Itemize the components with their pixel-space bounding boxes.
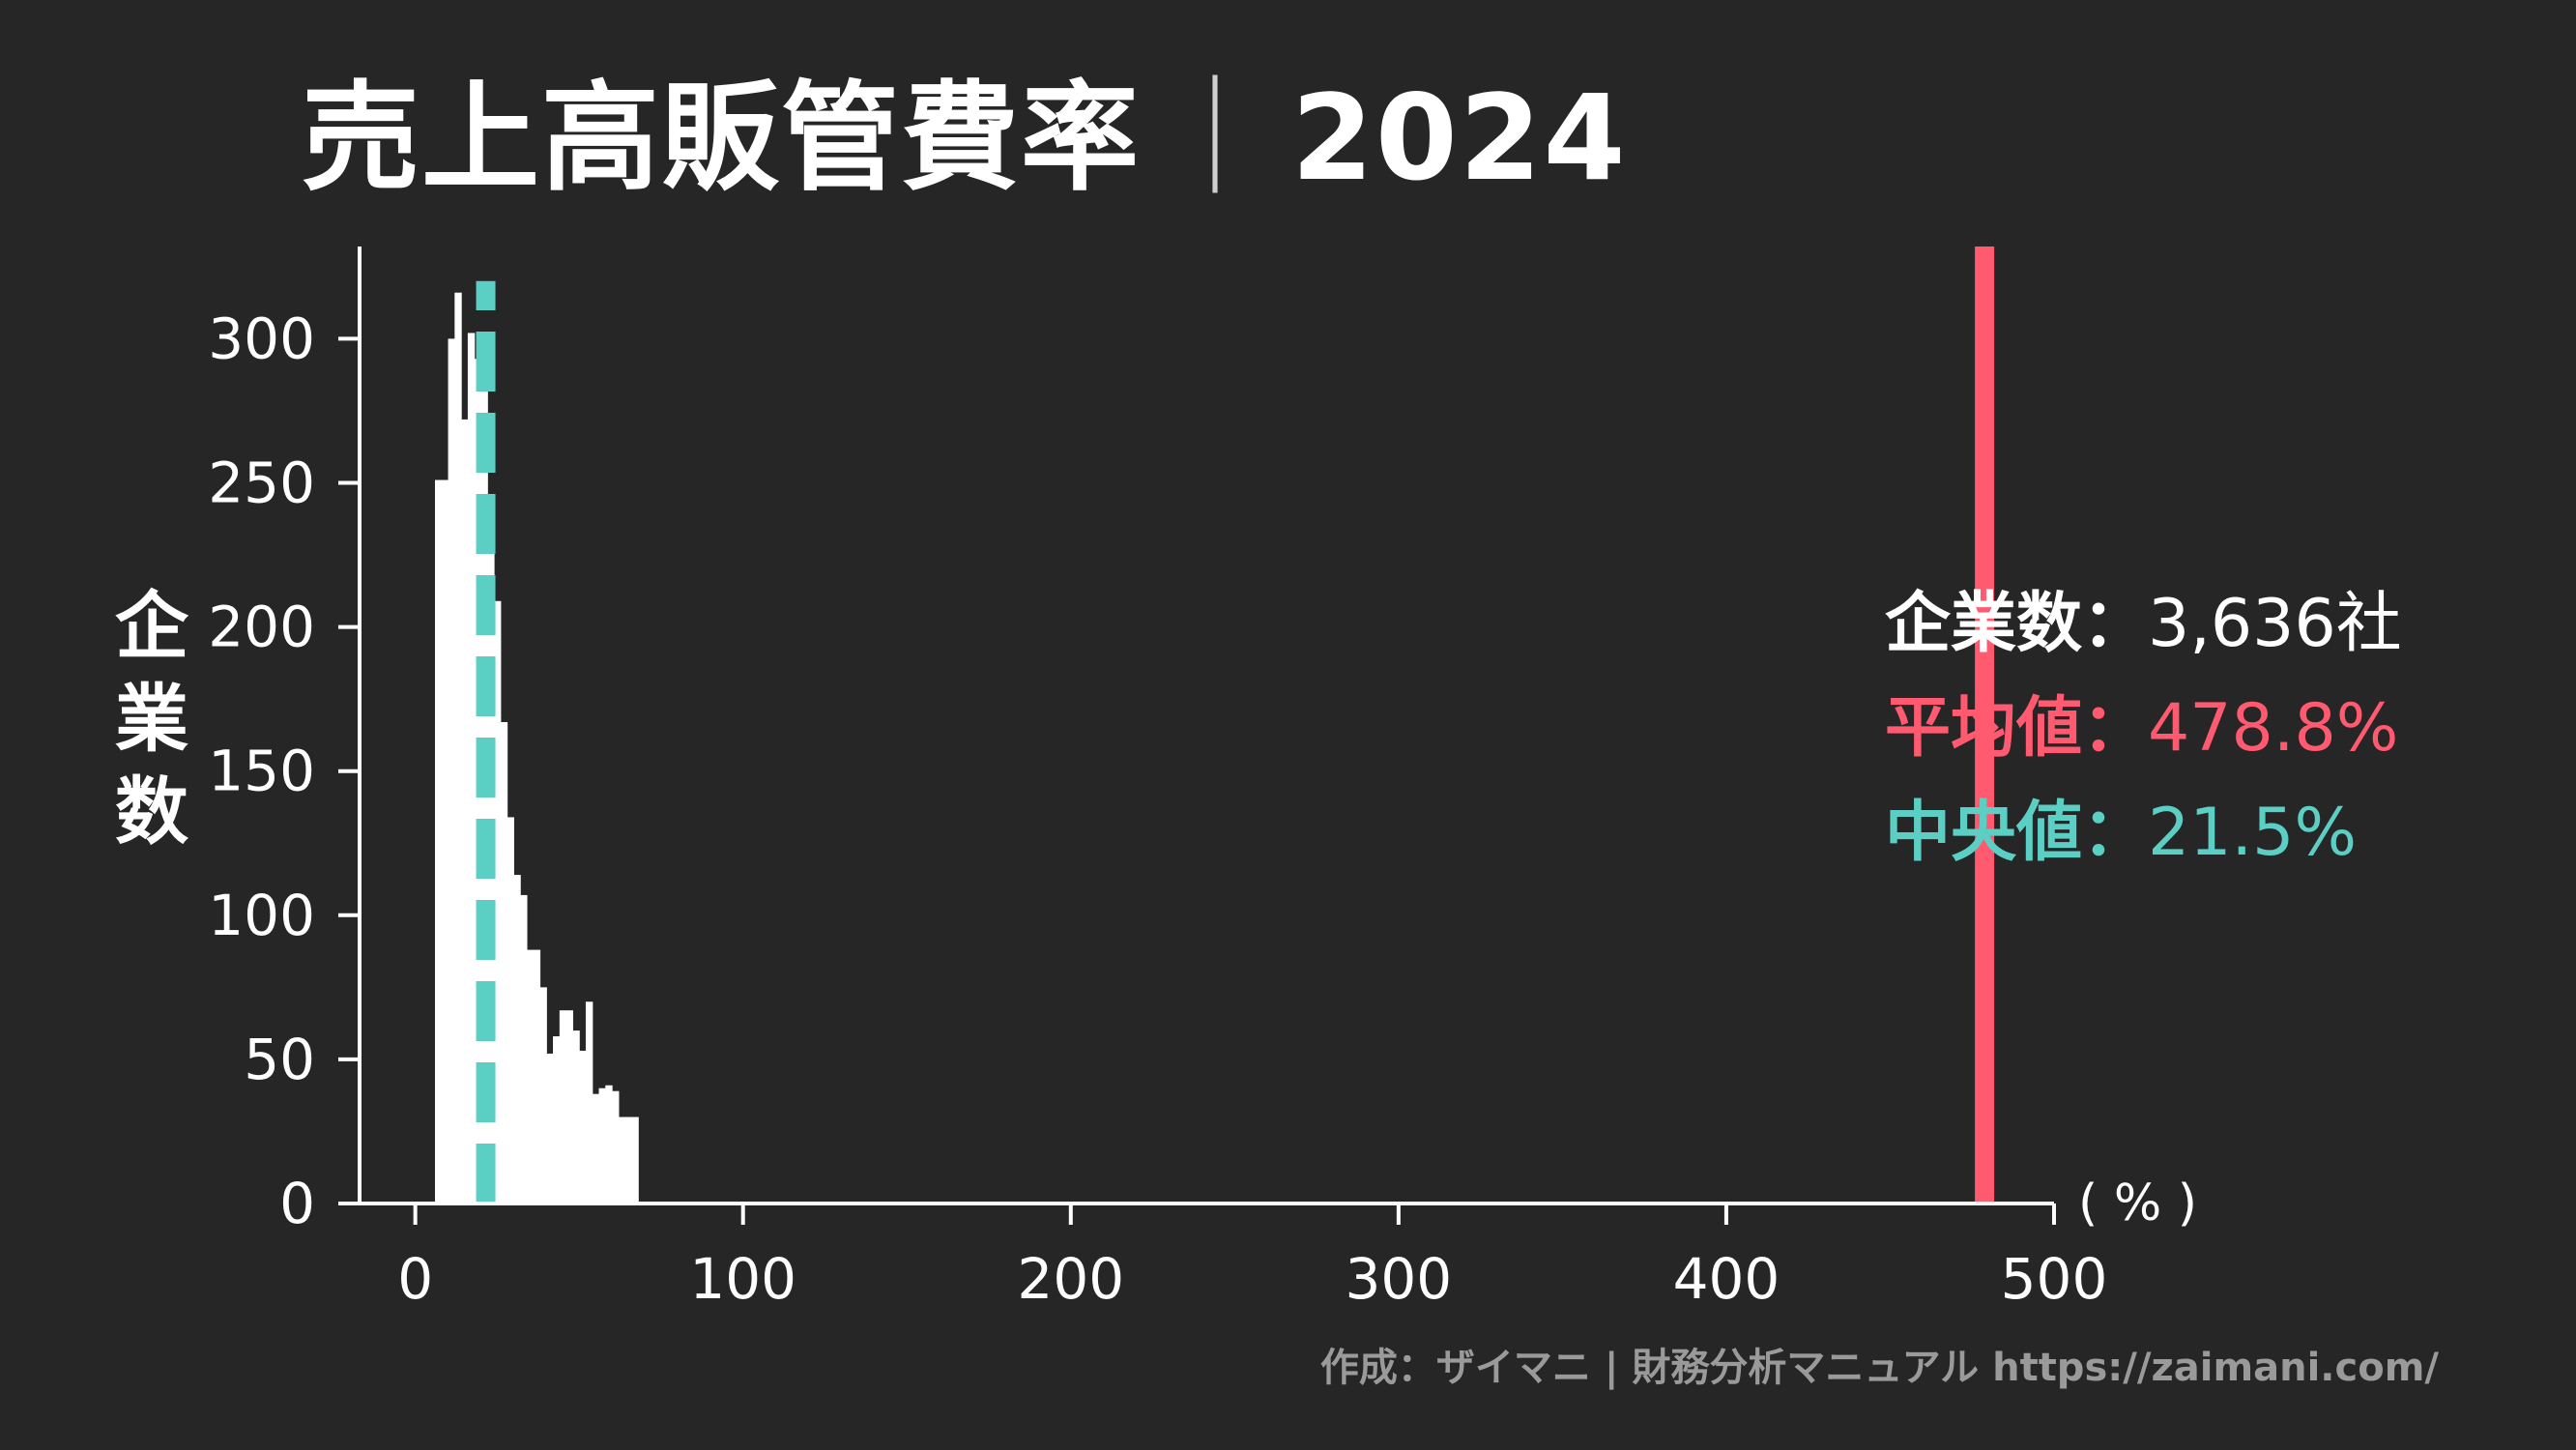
stat-mean: 平均値：478.8% — [1885, 677, 2402, 781]
stat-median-value: 21.5% — [2148, 795, 2358, 871]
histogram-bar-16 — [539, 987, 547, 1204]
title-year: 2024 — [1291, 70, 1628, 207]
title-separator: ｜ — [1156, 70, 1276, 207]
x-axis-unit: ( % ) — [2078, 1174, 2197, 1232]
histogram-bar-5 — [467, 333, 476, 1204]
y-axis-label-char-2: 業 — [115, 676, 188, 762]
x-tick-label-300: 300 — [1345, 1246, 1452, 1312]
histogram-bar-17 — [546, 1053, 554, 1204]
axes: 0 100 200 300 400 500 0 50 100 150 200 250 300 — [208, 246, 2107, 1312]
x-tick-label-400: 400 — [1673, 1246, 1780, 1312]
stat-median-colon: ： — [2082, 795, 2149, 871]
histogram-bar-14 — [526, 949, 535, 1204]
stat-count-value: 3,636社 — [2148, 586, 2402, 662]
histogram-bar-9 — [494, 600, 502, 1204]
stat-mean-label: 平均値 — [1885, 690, 2083, 767]
histogram-bar-3 — [454, 292, 462, 1204]
histogram-bar-28 — [618, 1116, 626, 1204]
y-tick-label-100: 100 — [208, 883, 315, 948]
x-tick-label-0: 0 — [397, 1246, 433, 1312]
credit-text: 作成：ザイマニ | 財務分析マニュアル https://zaimani.com/ — [1319, 1346, 2439, 1390]
y-tick-label-150: 150 — [208, 739, 315, 804]
histogram-bar-25 — [598, 1088, 606, 1204]
x-tick-label-100: 100 — [689, 1246, 796, 1312]
title-main: 売上高販管費率 — [302, 70, 1141, 207]
histogram-bar-22 — [579, 1050, 587, 1204]
histogram-bar-29 — [624, 1116, 633, 1204]
y-tick-label-250: 250 — [208, 450, 315, 516]
y-axis-label-char-1: 企 — [115, 583, 188, 669]
histogram-bar-30 — [631, 1116, 639, 1204]
histogram-bar-0 — [434, 479, 443, 1204]
stat-median-label: 中央値 — [1885, 795, 2083, 871]
stats-panel: 企業数：3,636社 平均値：478.8% 中央値：21.5% — [1885, 572, 2402, 885]
histogram-bar-2 — [448, 338, 455, 1204]
y-tick-label-200: 200 — [208, 594, 315, 660]
stat-count-label: 企業数 — [1885, 586, 2083, 662]
histogram-bars — [434, 292, 639, 1204]
y-axis-label-char-3: 数 — [115, 768, 188, 855]
histogram-bar-10 — [500, 722, 508, 1204]
histogram-bar-12 — [513, 875, 521, 1204]
histogram-bar-15 — [533, 949, 541, 1204]
stat-median: 中央値：21.5% — [1885, 781, 2402, 885]
histogram-bar-13 — [520, 894, 528, 1204]
histogram-bar-11 — [507, 817, 514, 1204]
y-tick-label-300: 300 — [208, 305, 315, 371]
histogram-bar-19 — [559, 1010, 567, 1204]
histogram-bar-18 — [553, 1036, 561, 1204]
y-tick-label-50: 50 — [244, 1027, 315, 1092]
stat-mean-colon: ： — [2082, 690, 2149, 767]
histogram-bar-1 — [441, 479, 449, 1204]
stat-count-colon: ： — [2082, 586, 2149, 662]
page-title: 売上高販管費率｜ 2024 — [302, 79, 1628, 197]
histogram-bar-26 — [605, 1085, 613, 1204]
x-tick-label-200: 200 — [1017, 1246, 1124, 1312]
histogram-bar-23 — [585, 1001, 593, 1204]
stat-count: 企業数：3,636社 — [1885, 572, 2402, 677]
histogram-bar-4 — [461, 419, 469, 1204]
x-tick-label-500: 500 — [2001, 1246, 2108, 1312]
stat-mean-value: 478.8% — [2148, 690, 2399, 767]
y-tick-label-0: 0 — [279, 1171, 315, 1236]
histogram-bar-21 — [572, 1030, 580, 1204]
histogram-bar-27 — [612, 1090, 620, 1204]
histogram-bar-24 — [592, 1093, 600, 1204]
y-axis-label: 企 業 数 — [108, 580, 195, 858]
histogram-bar-20 — [565, 1010, 573, 1204]
